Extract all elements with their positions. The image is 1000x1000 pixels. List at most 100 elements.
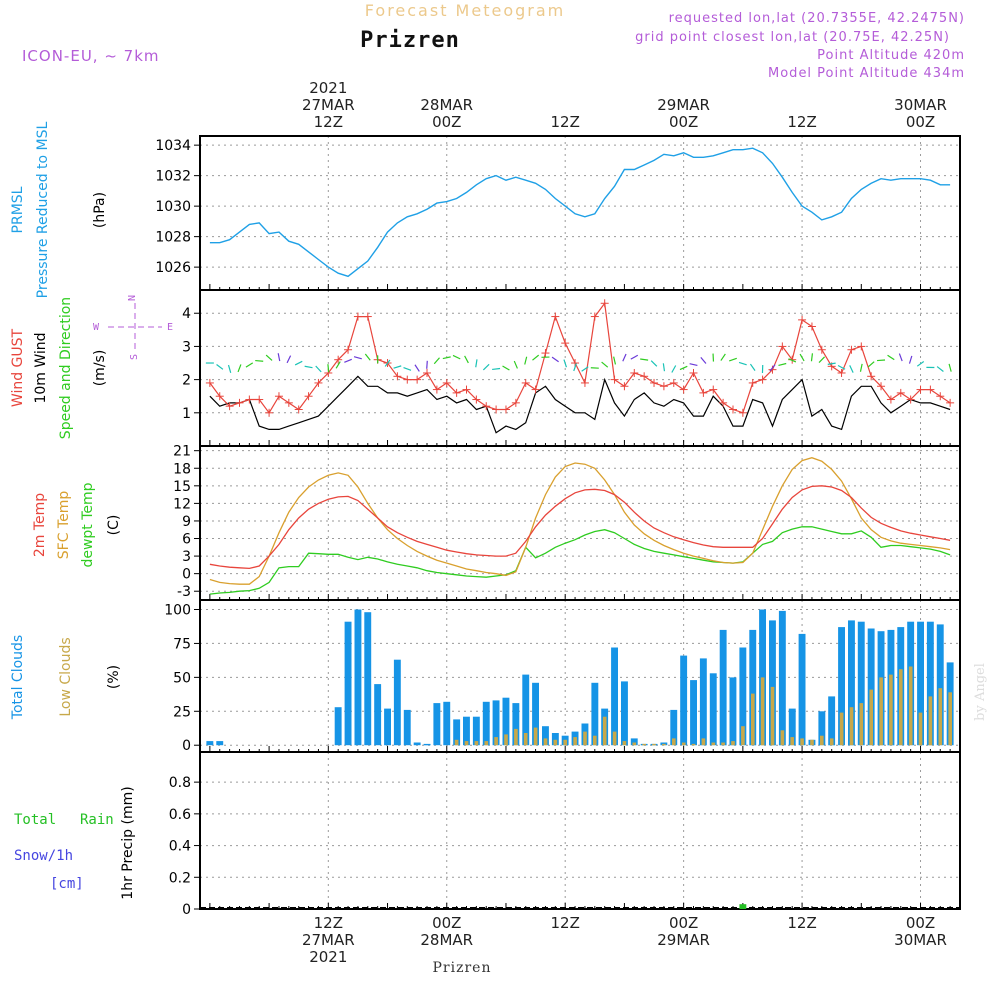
wind-arrow [818,356,826,364]
low-cloud-bar [839,712,844,746]
wind-arrow [265,354,273,361]
total-cloud-bar [453,719,461,746]
chart-title: Prizren [360,28,460,53]
total-cloud-bar [611,647,618,746]
low-cloud-bar [642,743,646,746]
wind-panel: 1 2 3 4 [182,289,961,447]
precip-cm-label: [cm] [50,876,84,892]
time-label: 00Z [432,914,461,932]
total-cloud-bar [492,700,500,746]
gust-marker [590,312,599,321]
wind-arrow [867,361,875,368]
wind-arrow [936,366,944,372]
wind-gust-label: Wind GUST [10,328,26,407]
gust-marker [561,339,570,348]
gust-marker [472,395,481,404]
clouds-unit: (%) [106,665,122,689]
low-cloud-bar [573,737,577,746]
gust-marker [215,392,224,401]
wind-arrow [414,364,420,372]
wind-arrow [877,359,886,362]
wind-arrow [700,357,707,364]
total-cloud-bar [739,647,747,746]
gust-marker [728,405,737,414]
compass-w: W [93,322,100,333]
y-tick-label: 1 [182,406,191,422]
low-cloud-bar [879,677,883,746]
time-label: 12Z [787,113,816,131]
wind-arrow [738,361,747,366]
precip-snow-label: Snow/1h [14,848,73,864]
y-tick-label: 75 [173,636,191,652]
low-cloud-bar [731,741,735,746]
watermark: by Angel [973,663,988,721]
gust-marker [877,382,886,391]
panel-frame [199,599,961,753]
total-cloud-bar [443,701,451,746]
gust-marker [936,392,945,401]
total-cloud-bar [334,707,342,746]
gust-marker [334,355,343,364]
gust-marker [551,312,560,321]
wind-unit: (m/s) [92,350,108,387]
total-cloud-bar [364,612,372,746]
gust-marker [946,398,955,407]
y-tick-label: 1026 [155,260,191,276]
gust-marker [659,382,668,391]
gust-marker [610,375,619,384]
gust-marker [225,402,234,411]
low-cloud-bar [711,742,716,746]
low-cloud-bar [563,739,567,746]
gust-marker [738,408,747,417]
low-cloud-bar [751,693,755,746]
total-cloud-bar [857,621,865,746]
gust-marker [462,385,471,394]
low-cloud-bar [948,692,952,746]
total-cloud-bar [867,628,875,746]
wind-gust-line [209,301,951,414]
total-cloud-bar [354,609,362,746]
gust-marker [353,312,362,321]
low-cloud-bar [484,741,489,746]
total-cloud-bar [769,620,776,746]
wind-arrow [749,363,756,371]
low-cloud-bar [691,743,696,746]
wind-arrow [837,364,846,370]
total-cloud-bar [206,741,214,746]
total-cloud-bar [759,609,766,746]
y-tick-label: 9 [182,514,191,530]
gust-marker [265,408,274,417]
low-cloud-bar [533,727,538,746]
wind-arrow [294,360,303,366]
low-cloud-bar [583,731,587,746]
gust-marker [255,395,264,404]
wind-arrow [671,365,677,373]
wind-arrow [887,354,895,361]
model-altitude: Model Point Altitude 434m [768,66,965,81]
low-cloud-bar [672,738,676,746]
footer-location: Prizren [433,960,492,976]
wind-arrow [304,365,313,369]
wind-arrow [551,356,559,363]
wind-arrow [464,355,469,364]
wind-arrow [679,365,688,371]
gust-marker [423,368,432,377]
total-cloud-bar [838,627,845,746]
gust-marker [896,388,905,397]
wind-arrow [384,359,391,367]
low-cloud-bar [800,738,804,746]
low-cloud-bar [494,737,498,746]
gust-marker [630,368,639,377]
gust-marker [916,385,925,394]
low-cloud-bar [899,669,903,746]
total-cloud-bar [630,738,638,746]
sfc-temp-line [209,457,951,585]
gust-marker [758,375,767,384]
gust-marker [620,382,629,391]
wind-arrow [403,367,412,371]
low-cloud-bar [849,707,854,746]
gust-marker [344,345,353,354]
